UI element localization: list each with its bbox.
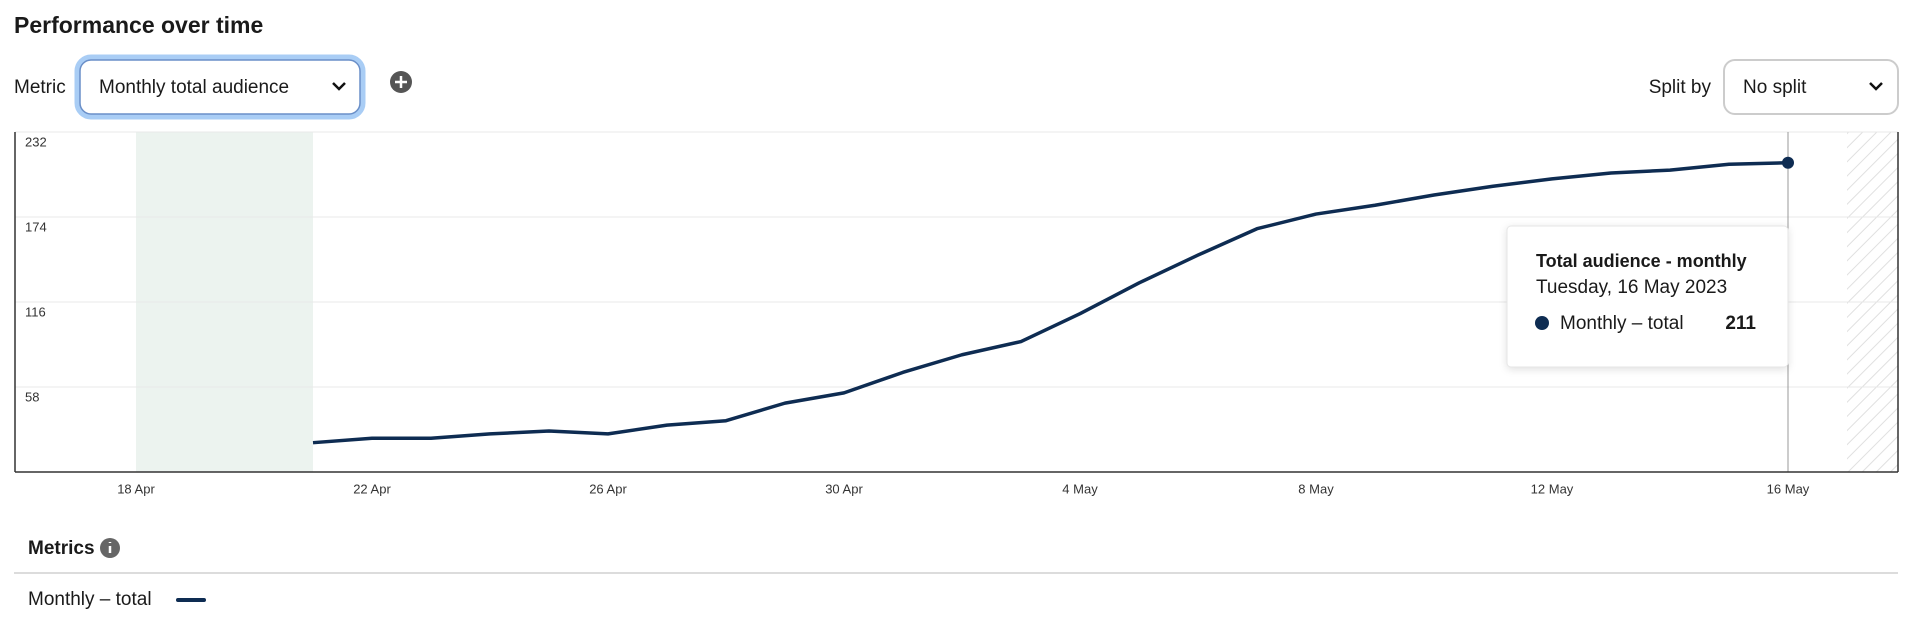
x-tick-label: 18 Apr xyxy=(117,481,155,496)
tooltip-box xyxy=(1506,225,1789,368)
hover-point xyxy=(1782,156,1794,169)
dropdown-box xyxy=(1723,59,1899,115)
x-tick-label: 8 May xyxy=(1298,481,1334,496)
x-tick-label: 22 Apr xyxy=(353,481,391,496)
legend-label: Monthly – total xyxy=(28,589,152,610)
dropdown-value: No split xyxy=(1743,77,1807,98)
plot: 58 116 174 232 18 Apr 22 Apr 26 Apr 30 Apr 4 May… xyxy=(14,131,1899,496)
y-tick-label: 232 xyxy=(25,134,47,149)
dropdown-box xyxy=(79,59,361,115)
add-metric-button[interactable] xyxy=(390,71,412,93)
metric-dropdown[interactable]: Monthly total audience xyxy=(74,54,366,120)
series-line xyxy=(312,161,1789,445)
y-tick-label: 174 xyxy=(25,219,47,234)
focus-ring xyxy=(74,54,366,120)
tooltip-date: Tuesday, 16 May 2023 xyxy=(1536,277,1727,298)
tooltip: Total audience - monthly Tuesday, 16 May… xyxy=(1506,225,1789,368)
tooltip-series: Monthly – total xyxy=(1560,313,1684,334)
plus xyxy=(395,76,407,88)
page-title: Performance over time xyxy=(14,12,263,38)
dropdown-value: Monthly total audience xyxy=(99,77,289,98)
x-tick-label: 16 May xyxy=(1767,481,1810,496)
y-tick-label: 116 xyxy=(25,304,46,319)
x-tick-label: 30 Apr xyxy=(825,481,863,496)
split-label: Split by xyxy=(1649,77,1712,98)
chevron xyxy=(332,82,346,91)
split-dropdown[interactable]: No split xyxy=(1723,59,1899,115)
info-icon[interactable] xyxy=(100,538,120,558)
y-tick-label: 58 xyxy=(25,389,39,404)
x-tick-label: 26 Apr xyxy=(589,481,627,496)
metrics-heading: Metrics xyxy=(28,538,95,559)
metric-label: Metric xyxy=(14,77,66,98)
x-tick-label: 4 May xyxy=(1062,481,1098,496)
tooltip-swatch xyxy=(1535,316,1549,330)
tooltip-value: 211 xyxy=(1725,313,1756,334)
chevron xyxy=(1869,82,1883,91)
tooltip-title: Total audience - monthly xyxy=(1536,251,1747,271)
x-tick-label: 12 May xyxy=(1531,481,1574,496)
